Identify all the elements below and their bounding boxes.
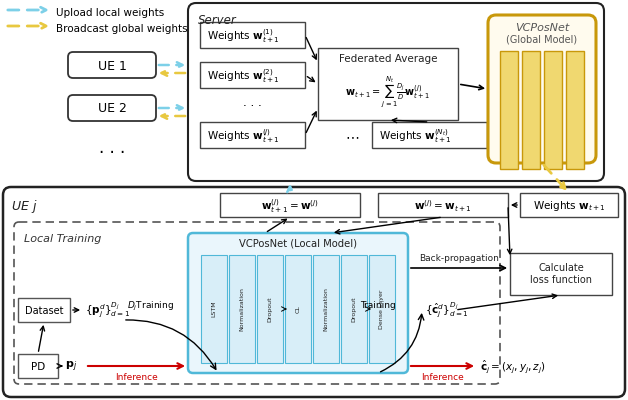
Text: PD: PD bbox=[31, 362, 45, 372]
Bar bbox=[372, 122, 487, 148]
FancyBboxPatch shape bbox=[188, 233, 408, 373]
Bar bbox=[220, 193, 360, 217]
Text: Weights $\mathbf{w}_{t+1}$: Weights $\mathbf{w}_{t+1}$ bbox=[533, 199, 605, 213]
Text: Server: Server bbox=[198, 14, 237, 27]
Text: . . .: . . . bbox=[99, 139, 125, 157]
Text: Dropout: Dropout bbox=[352, 296, 357, 322]
Text: $\mathbf{w}^{(j)}=\mathbf{w}_{t+1}$: $\mathbf{w}^{(j)}=\mathbf{w}_{t+1}$ bbox=[414, 198, 472, 214]
Text: Inference: Inference bbox=[421, 373, 464, 382]
Text: Dropout: Dropout bbox=[268, 296, 273, 322]
Text: $\{\hat{\mathbf{c}}_j^d\}_{d=1}^{D_j}$: $\{\hat{\mathbf{c}}_j^d\}_{d=1}^{D_j}$ bbox=[425, 300, 469, 320]
Bar bbox=[520, 193, 618, 217]
Bar bbox=[341, 255, 367, 363]
Bar bbox=[200, 122, 305, 148]
Bar bbox=[544, 51, 562, 169]
Text: Upload local weights: Upload local weights bbox=[56, 8, 165, 18]
Bar bbox=[285, 255, 311, 363]
Bar bbox=[18, 298, 70, 322]
Text: Dataset: Dataset bbox=[24, 306, 63, 316]
FancyBboxPatch shape bbox=[68, 95, 156, 121]
Text: LSTM: LSTM bbox=[212, 301, 217, 317]
Bar bbox=[313, 255, 339, 363]
Text: . . .: . . . bbox=[242, 96, 261, 110]
Text: VCPosNet (Local Model): VCPosNet (Local Model) bbox=[239, 239, 357, 249]
Bar bbox=[200, 22, 305, 48]
FancyBboxPatch shape bbox=[68, 52, 156, 78]
Text: VCPosNet: VCPosNet bbox=[515, 23, 569, 33]
Text: Weights $\mathbf{w}_{t+1}^{(j)}$: Weights $\mathbf{w}_{t+1}^{(j)}$ bbox=[207, 127, 280, 145]
Text: Back-propagation: Back-propagation bbox=[419, 254, 499, 263]
Text: $\mathbf{w}_{t+1}=\sum_{j=1}^{N_t}\frac{D_j}{D}\mathbf{w}_{t+1}^{(j)}$: $\mathbf{w}_{t+1}=\sum_{j=1}^{N_t}\frac{… bbox=[345, 75, 431, 109]
Text: Normalization: Normalization bbox=[239, 287, 244, 331]
Text: Weights $\mathbf{w}_{t+1}^{(1)}$: Weights $\mathbf{w}_{t+1}^{(1)}$ bbox=[207, 27, 280, 45]
Text: Broadcast global weights: Broadcast global weights bbox=[56, 24, 188, 34]
Text: Dense Layer: Dense Layer bbox=[379, 289, 384, 329]
Bar bbox=[18, 354, 58, 378]
Text: Training: Training bbox=[360, 300, 396, 310]
Text: $\cdots$: $\cdots$ bbox=[345, 129, 359, 143]
Bar bbox=[510, 253, 612, 295]
FancyBboxPatch shape bbox=[188, 3, 604, 181]
Bar bbox=[566, 51, 584, 169]
Text: (Global Model): (Global Model) bbox=[506, 35, 578, 45]
Text: Weights $\mathbf{w}_{t+1}^{(N_t)}$: Weights $\mathbf{w}_{t+1}^{(N_t)}$ bbox=[379, 127, 452, 145]
Text: $D_j$Training: $D_j$Training bbox=[127, 300, 174, 312]
Text: $\mathbf{p}_j$: $\mathbf{p}_j$ bbox=[65, 360, 77, 374]
Bar bbox=[369, 255, 395, 363]
Text: Inference: Inference bbox=[115, 373, 158, 382]
Bar bbox=[200, 62, 305, 88]
Text: Local Training: Local Training bbox=[24, 234, 101, 244]
Text: $\mathbf{w}_{t+1}^{(j)}=\mathbf{w}^{(j)}$: $\mathbf{w}_{t+1}^{(j)}=\mathbf{w}^{(j)}… bbox=[261, 197, 319, 215]
Text: UE 1: UE 1 bbox=[97, 60, 126, 72]
Text: UE $j$: UE $j$ bbox=[11, 198, 38, 215]
FancyBboxPatch shape bbox=[14, 222, 500, 384]
Bar bbox=[201, 255, 227, 363]
Text: Weights $\mathbf{w}_{t+1}^{(2)}$: Weights $\mathbf{w}_{t+1}^{(2)}$ bbox=[207, 67, 280, 85]
Text: CL: CL bbox=[296, 305, 301, 313]
Text: $\{\mathbf{p}_j^d\}_{d=1}^{D_j}$: $\{\mathbf{p}_j^d\}_{d=1}^{D_j}$ bbox=[85, 300, 130, 320]
FancyBboxPatch shape bbox=[3, 187, 625, 397]
Text: Calculate
loss function: Calculate loss function bbox=[530, 263, 592, 285]
Bar bbox=[378, 193, 508, 217]
Bar bbox=[318, 48, 458, 120]
Text: UE 2: UE 2 bbox=[97, 102, 126, 116]
Text: $\hat{\mathbf{c}}_j=(x_j,y_j,z_j)$: $\hat{\mathbf{c}}_j=(x_j,y_j,z_j)$ bbox=[480, 359, 546, 375]
Bar bbox=[229, 255, 255, 363]
Bar bbox=[500, 51, 518, 169]
Text: Federated Average: Federated Average bbox=[338, 54, 437, 64]
Text: Normalization: Normalization bbox=[323, 287, 328, 331]
Bar bbox=[257, 255, 283, 363]
Bar bbox=[522, 51, 540, 169]
FancyBboxPatch shape bbox=[488, 15, 596, 163]
